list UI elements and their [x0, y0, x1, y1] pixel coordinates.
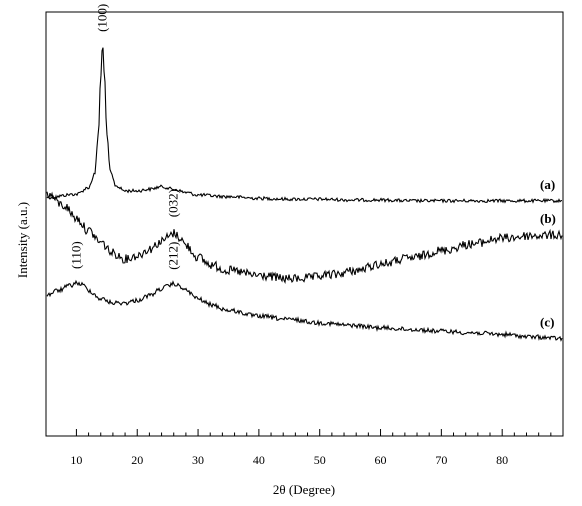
peak-label: (032)	[166, 189, 181, 217]
curve-labels: (a) (b) (c)	[540, 177, 556, 330]
y-axis-title: Intensity (a.u.)	[15, 202, 30, 278]
x-tick-label: 20	[131, 453, 143, 467]
peak-label: (212)	[166, 242, 181, 270]
peak-labels: (100) (032) (110) (212)	[68, 4, 180, 270]
plot-frame	[45, 11, 564, 437]
series-line-1	[46, 47, 563, 204]
x-tick-label: 60	[375, 453, 387, 467]
x-tick-label: 30	[192, 453, 204, 467]
x-tick-label: 10	[70, 453, 82, 467]
peak-label: (100)	[95, 4, 110, 32]
x-axis-ticks: 10 20 30 40 50 60 70 80	[70, 429, 552, 467]
curves-group	[46, 47, 563, 342]
x-tick-label: 50	[314, 453, 326, 467]
series-line-2	[46, 191, 563, 284]
curve-label: (c)	[540, 315, 554, 330]
x-tick-label: 80	[496, 453, 508, 467]
curve-label: (b)	[540, 211, 556, 226]
peak-label: (110)	[68, 241, 83, 269]
x-axis-title: 2θ (Degree)	[273, 482, 335, 497]
x-tick-label: 40	[253, 453, 265, 467]
curve-label: (a)	[540, 177, 555, 192]
x-tick-label: 70	[435, 453, 447, 467]
series-line-3	[46, 279, 563, 342]
